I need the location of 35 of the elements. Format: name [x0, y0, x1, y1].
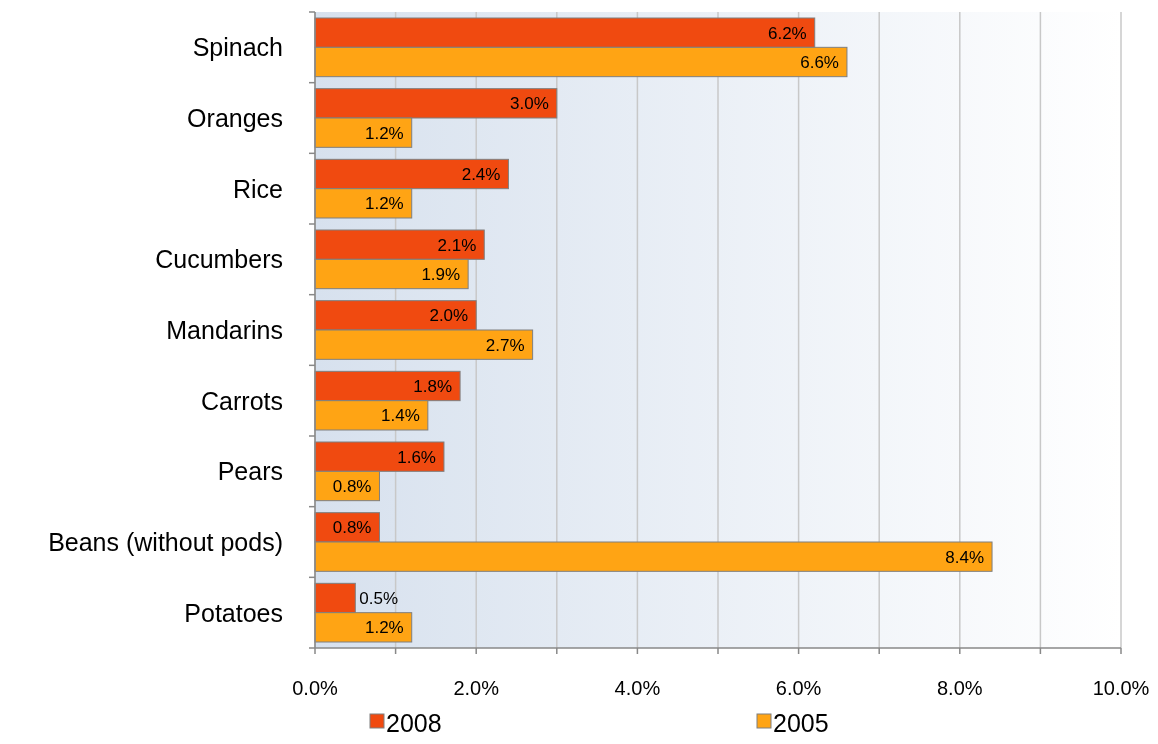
x-tick-label: 6.0% [775, 677, 822, 699]
data-label: 2.1% [437, 235, 477, 255]
data-label: 2.7% [485, 335, 525, 355]
data-label: 2.0% [429, 306, 469, 326]
y-tick-label: Pears [217, 457, 283, 486]
x-tick-label: 10.0% [1092, 677, 1150, 699]
data-label: 1.9% [421, 265, 461, 284]
x-tick-label: 8.0% [937, 677, 983, 699]
data-label: 2.4% [461, 165, 501, 184]
legend-label: 2005 [773, 709, 829, 737]
data-label: 3.0% [510, 94, 549, 114]
x-tick-label: 0.0% [292, 677, 339, 699]
y-tick-label: Oranges [187, 104, 283, 132]
data-label: 1.2% [364, 618, 404, 638]
data-label: 1.6% [397, 447, 436, 467]
data-label: 0.8% [332, 518, 372, 538]
data-label: 0.5% [359, 589, 399, 608]
data-label: 1.2% [364, 123, 404, 143]
y-tick-label: Carrots [201, 386, 283, 415]
data-label: 0.8% [332, 477, 372, 496]
data-label: 6.6% [800, 53, 839, 72]
y-tick-label: Rice [232, 174, 283, 203]
y-tick-label: Spinach [192, 33, 283, 62]
y-tick-label: Cucumbers [155, 245, 283, 274]
y-tick-label: Potatoes [184, 598, 283, 627]
data-label: 1.8% [413, 377, 453, 396]
y-tick-label: Beans (without pods) [48, 528, 283, 556]
data-label: 6.2% [767, 23, 807, 43]
legend-label: 2008 [386, 709, 442, 737]
y-tick-label: Mandarins [166, 316, 283, 344]
x-tick-label: 2.0% [453, 677, 500, 699]
data-label: 8.4% [945, 547, 985, 567]
data-label: 1.4% [381, 406, 420, 426]
data-label: 1.2% [364, 194, 404, 214]
x-tick-label: 4.0% [614, 677, 661, 699]
